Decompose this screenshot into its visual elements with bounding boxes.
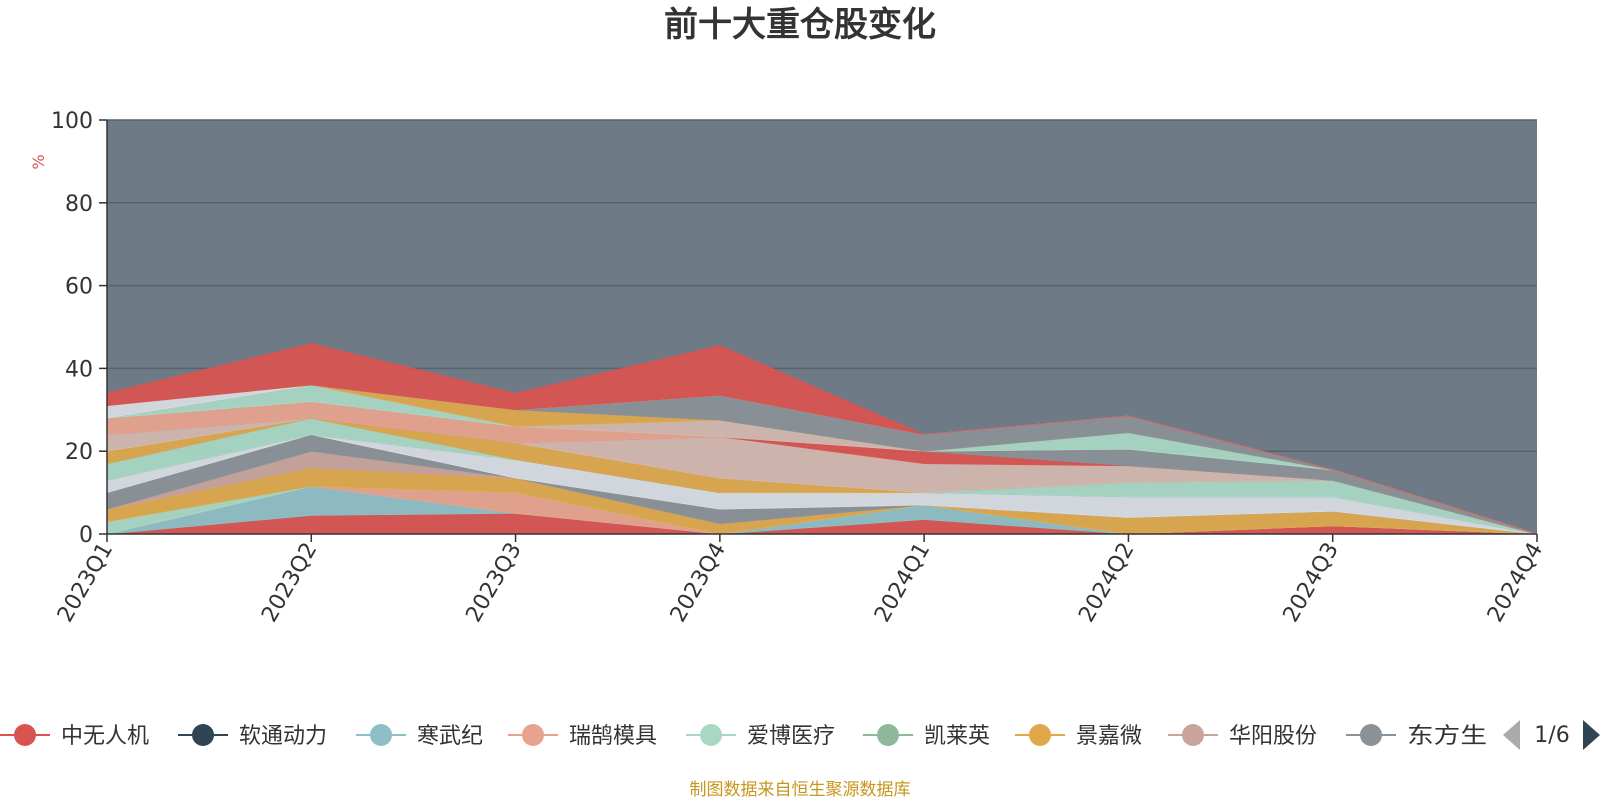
legend-label: 凯莱英 [924,724,990,749]
legend-label: 华阳股份 [1229,724,1317,749]
legend-item-1[interactable]: 软通动力 [178,724,327,749]
legend-item-7[interactable]: 华阳股份 [1168,724,1317,749]
x-tick-label-2023Q1: 2023Q1 [53,539,118,627]
legend-pager: 1/6 [1503,720,1600,750]
legend-marker-icon [14,724,36,746]
x-tick-label-2023Q4: 2023Q4 [666,539,731,627]
y-tick-label-0: 0 [79,523,93,548]
chart-title: 前十大重仓股变化 [664,5,936,45]
legend-item-2[interactable]: 寒武纪 [356,724,483,749]
area-layer-21 [106,343,1538,535]
legend-page-indicator: 1/6 [1534,723,1569,748]
legend-next-icon[interactable] [1583,720,1600,750]
legend-marker-icon [1029,724,1051,746]
legend-item-4[interactable]: 爱博医疗 [686,724,835,749]
legend-item-3[interactable]: 瑞鹄模具 [508,724,657,749]
legend-item-5[interactable]: 凯莱英 [863,724,990,749]
y-tick-label-60: 60 [65,275,93,300]
legend-label: 东方生 [1407,724,1487,749]
legend-label: 中无人机 [61,724,149,749]
x-tick-label-2024Q3: 2024Q3 [1279,539,1344,627]
legend-marker-icon [370,724,392,746]
legend-marker-icon [522,724,544,746]
y-tick-label-40: 40 [65,357,93,382]
legend-marker-icon [1182,724,1204,746]
x-tick-label-2023Q2: 2023Q2 [257,539,322,627]
legend: 中无人机 软通动力 寒武纪 瑞鹄模具 爱博医疗 凯莱英 景嘉微 华阳股份 东方生 [0,724,1487,749]
legend-item-6[interactable]: 景嘉微 [1015,724,1142,749]
legend-marker-icon [1360,724,1382,746]
y-axis-unit: % [29,154,48,169]
legend-item-0[interactable]: 中无人机 [0,724,149,749]
x-tick-label-2024Q2: 2024Q2 [1074,539,1139,627]
legend-prev-icon[interactable] [1503,720,1520,750]
data-source-note: 制图数据来自恒生聚源数据库 [690,780,911,800]
legend-item-8[interactable]: 东方生 [1346,724,1487,749]
x-tick-label-2024Q4: 2024Q4 [1483,539,1548,627]
x-tick-label-2023Q3: 2023Q3 [461,539,526,627]
x-tick-label-2024Q1: 2024Q1 [870,539,935,627]
legend-label: 软通动力 [239,724,327,749]
y-tick-label-20: 20 [65,440,93,465]
legend-label: 爱博医疗 [747,724,835,749]
y-tick-label-100: 100 [51,109,93,134]
legend-label: 寒武纪 [417,724,483,749]
legend-marker-icon [192,724,214,746]
y-tick-label-80: 80 [65,192,93,217]
legend-label: 瑞鹄模具 [569,724,657,749]
legend-marker-icon [700,724,722,746]
legend-marker-icon [877,724,899,746]
stacked-areas [106,343,1538,535]
legend-label: 景嘉微 [1076,724,1142,749]
